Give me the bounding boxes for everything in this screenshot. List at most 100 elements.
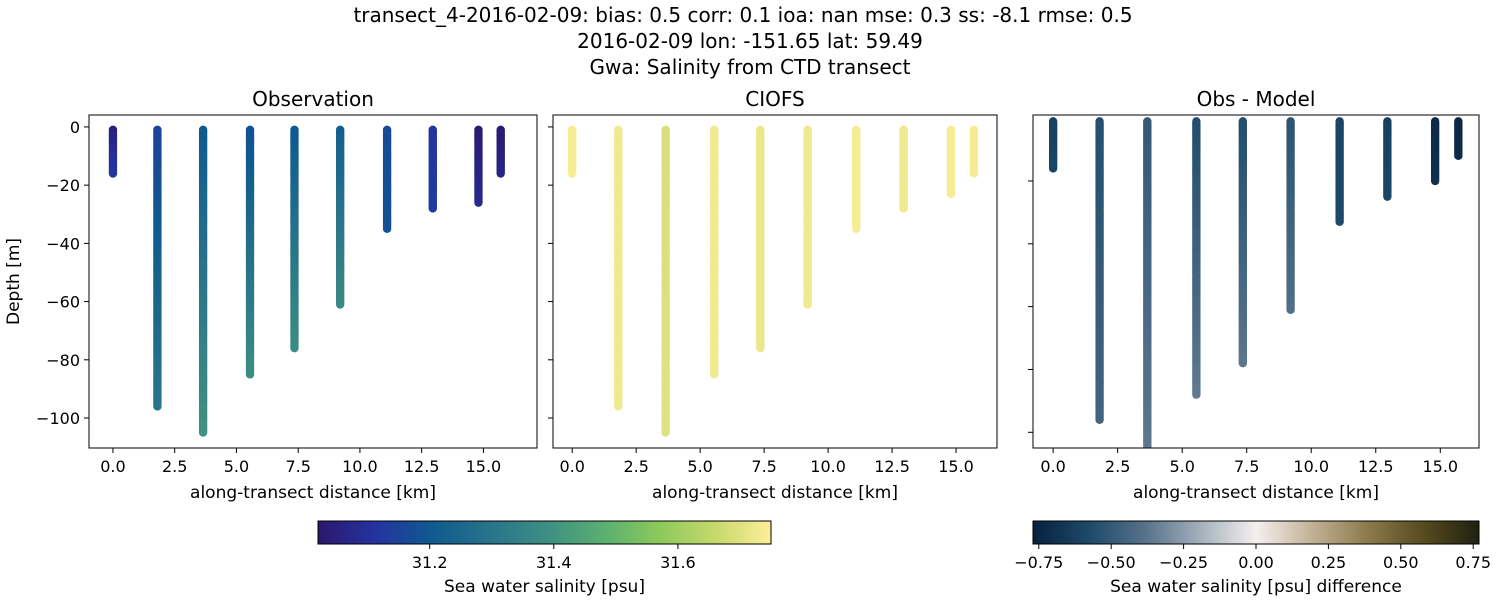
axes-frame — [1032, 114, 1480, 449]
data-point — [1430, 176, 1440, 186]
data-point — [661, 428, 670, 437]
colorbar-tick-label: 0.25 — [1311, 553, 1347, 572]
x-axis-label: along-transect distance [km] — [190, 483, 436, 503]
x-tick-label: 12.5 — [874, 457, 910, 476]
y-tick-label: 0 — [70, 118, 80, 137]
data-point — [153, 402, 162, 411]
colorbar-tick-label: 0.75 — [1455, 553, 1491, 572]
station-7 — [1383, 117, 1392, 201]
data-point — [1454, 151, 1463, 161]
x-tick-label: 2.5 — [1105, 457, 1130, 476]
station-6 — [852, 125, 861, 234]
station-9 — [969, 125, 979, 178]
station-3 — [710, 125, 719, 379]
data-points — [108, 125, 505, 437]
data-point — [899, 204, 908, 213]
data-point — [1383, 192, 1392, 201]
figure-title-line-2: 2016-02-09 lon: -151.65 lat: 59.49 — [577, 29, 923, 53]
data-point — [1335, 217, 1344, 227]
data-point — [1238, 358, 1248, 368]
y-tick-label: −40 — [46, 234, 80, 253]
x-tick-label: 5.0 — [687, 457, 712, 476]
station-8 — [474, 125, 483, 207]
x-tick-label: 10.0 — [810, 457, 846, 476]
x-tick-label: 15.0 — [938, 457, 974, 476]
colorbar-tick-label: −0.25 — [1159, 553, 1208, 572]
station-8 — [946, 125, 956, 199]
colorbar-haline: 31.2 31.4 31.6 Sea water salinity [psu] — [317, 520, 772, 597]
colorbar-tick-label: 31.2 — [412, 553, 448, 572]
station-3 — [245, 125, 255, 379]
data-point — [710, 370, 719, 379]
x-tick-label: 7.5 — [751, 457, 776, 476]
y-tick-label: −100 — [36, 409, 80, 428]
data-point — [496, 169, 505, 178]
data-point — [567, 169, 577, 178]
station-2 — [198, 125, 208, 437]
station-0 — [567, 125, 577, 178]
x-tick-label: 10.0 — [342, 457, 378, 476]
x-tick-label: 15.0 — [466, 457, 502, 476]
station-4 — [756, 125, 765, 353]
station-1 — [153, 125, 162, 411]
data-point — [1143, 450, 1151, 458]
colorbar-tick-label: 31.4 — [536, 553, 572, 572]
data-point — [290, 343, 299, 353]
panel-ciofs: CIOFS 0.0 2.5 5.0 7.5 10.0 12.5 15.0 along-trans… — [548, 87, 998, 503]
data-point — [1143, 460, 1151, 468]
data-point — [1143, 456, 1151, 464]
x-tick-label: 7.5 — [285, 457, 310, 476]
x-tick-label: 5.0 — [224, 457, 249, 476]
data-point — [614, 402, 623, 411]
colorbar-tick-label: 0.50 — [1383, 553, 1419, 572]
x-axis-label: along-transect distance [km] — [1133, 483, 1379, 503]
x-axis-label: along-transect distance [km] — [652, 483, 898, 503]
x-tick-label: 5.0 — [1169, 457, 1194, 476]
x-tick-label: 15.0 — [1422, 457, 1458, 476]
station-7 — [899, 125, 908, 213]
data-point — [1143, 458, 1151, 466]
y-tick-label: −80 — [46, 351, 80, 370]
station-5 — [803, 125, 812, 309]
x-tick-label: 2.5 — [623, 457, 648, 476]
panel-obs-model: Obs - Model 0.0 2.5 5.0 7.5 10.0 12.5 15.0 along… — [1028, 87, 1480, 503]
station-8 — [1430, 117, 1440, 186]
data-point — [245, 370, 255, 379]
station-5 — [1286, 117, 1295, 314]
colorbar-label: Sea water salinity [psu] — [444, 577, 645, 597]
data-point — [1143, 452, 1151, 460]
station-2 — [661, 125, 670, 437]
x-tick-label: 12.5 — [404, 457, 440, 476]
data-point — [1143, 445, 1152, 448]
x-tick-label: 0.0 — [559, 457, 584, 476]
data-point — [108, 169, 118, 178]
figure-title-line-1: transect_4-2016-02-09: bias: 0.5 corr: 0… — [353, 3, 1132, 27]
data-point — [382, 224, 392, 234]
data-points — [1048, 117, 1463, 468]
data-point — [969, 169, 979, 178]
x-tick-label: 2.5 — [162, 457, 187, 476]
station-6 — [382, 125, 392, 234]
colorbar-label: Sea water salinity [psu] difference — [1110, 577, 1402, 597]
axes-frame — [552, 114, 998, 449]
y-tick-label: −60 — [46, 293, 80, 312]
data-point — [756, 343, 765, 353]
station-4 — [290, 125, 299, 353]
data-point — [474, 198, 483, 207]
data-point — [1143, 453, 1151, 461]
panel-title: Obs - Model — [1197, 87, 1316, 111]
station-0 — [1048, 117, 1058, 173]
data-point — [1095, 415, 1104, 424]
station-9 — [1454, 117, 1463, 161]
data-point — [198, 428, 208, 437]
colorbar-tick-label: −0.75 — [1014, 553, 1063, 572]
data-point — [1048, 164, 1058, 173]
colorbar-diff: −0.75 −0.50 −0.25 0.00 0.25 0.50 0.75 Sea water… — [1014, 520, 1491, 597]
panel-title: Observation — [252, 87, 374, 111]
panel-observation: Observation 0.0 2.5 5.0 7.5 10.0 12.5 15.0 along… — [4, 87, 538, 503]
data-point — [1143, 449, 1151, 457]
station-4 — [1238, 117, 1248, 368]
data-point — [335, 300, 345, 309]
colorbar-tick-label: 31.6 — [660, 553, 696, 572]
